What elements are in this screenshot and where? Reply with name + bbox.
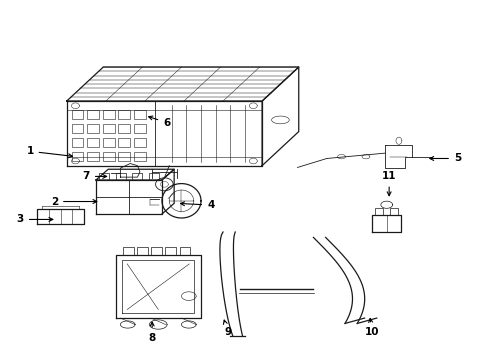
Text: 3: 3 [17, 215, 53, 224]
Text: 1: 1 [26, 146, 73, 158]
Bar [87, 110, 99, 120]
Bar [72, 110, 83, 120]
Bar [103, 124, 115, 134]
Bar [87, 124, 99, 134]
Text: 11: 11 [382, 171, 396, 196]
Bar [72, 152, 83, 161]
Bar [134, 124, 146, 134]
Text: 8: 8 [148, 322, 156, 343]
Bar [134, 110, 146, 120]
Bar [119, 152, 130, 161]
Bar [119, 124, 130, 134]
Bar [87, 138, 99, 147]
Bar [103, 152, 115, 161]
Bar [72, 124, 83, 134]
Text: 4: 4 [181, 200, 215, 210]
Text: 6: 6 [148, 116, 171, 128]
Bar [87, 152, 99, 161]
Text: 7: 7 [82, 171, 107, 181]
Bar [119, 110, 130, 120]
Bar [72, 138, 83, 147]
Text: 9: 9 [223, 320, 231, 337]
Bar [103, 138, 115, 147]
Bar [134, 138, 146, 147]
Bar [103, 110, 115, 120]
Text: 2: 2 [51, 197, 97, 207]
Bar [134, 152, 146, 161]
Text: 10: 10 [365, 319, 379, 337]
Text: 5: 5 [430, 153, 461, 163]
Bar [119, 138, 130, 147]
